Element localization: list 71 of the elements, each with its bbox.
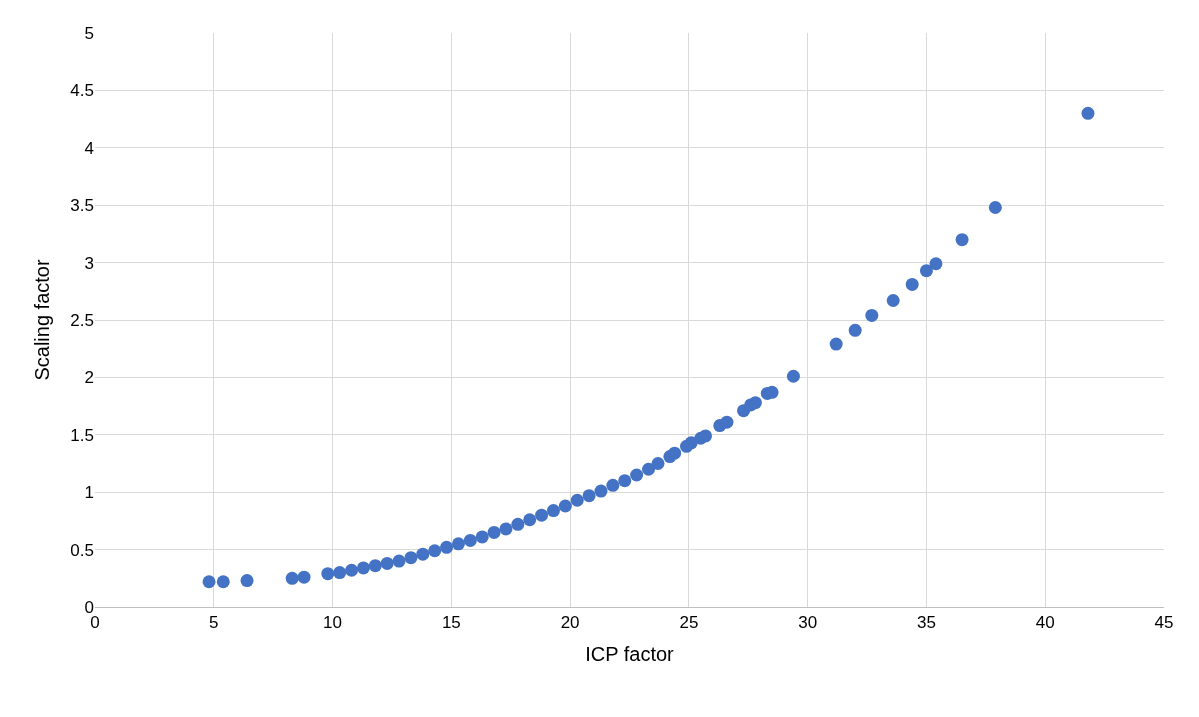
point — [618, 474, 632, 488]
point — [440, 540, 454, 554]
y-tick-label: 1 — [84, 483, 94, 503]
point — [487, 525, 501, 539]
y-tick-label: 1.5 — [70, 425, 94, 445]
point — [886, 293, 900, 307]
y-tick-label: 2 — [84, 368, 94, 388]
point — [285, 571, 299, 585]
point — [668, 446, 682, 460]
point — [582, 489, 596, 503]
point — [392, 554, 406, 568]
x-tick-label: 5 — [209, 613, 219, 633]
point — [499, 522, 513, 536]
point — [523, 513, 537, 527]
point — [345, 563, 359, 577]
x-tick-label: 25 — [679, 613, 699, 633]
point — [748, 396, 762, 410]
point — [558, 499, 572, 513]
x-tick-label: 30 — [798, 613, 818, 633]
x-tick-label: 20 — [560, 613, 580, 633]
point — [216, 575, 230, 589]
point — [848, 323, 862, 337]
y-tick-label: 3 — [84, 253, 94, 273]
point — [651, 457, 665, 470]
point — [451, 537, 465, 551]
point — [240, 574, 254, 588]
y-tick-label: 4 — [84, 138, 94, 158]
x-tick-label: 45 — [1154, 613, 1174, 633]
x-tick-label: 40 — [1035, 613, 1055, 633]
point — [570, 493, 584, 507]
point — [321, 567, 335, 581]
point — [1081, 106, 1095, 120]
x-tick-label: 35 — [916, 613, 936, 633]
x-axis-title: ICP factor — [585, 642, 675, 665]
point — [905, 277, 919, 291]
point — [606, 478, 620, 492]
x-tick-label: 10 — [323, 613, 343, 633]
point — [416, 547, 430, 561]
point — [720, 415, 734, 429]
x-tick-label: 15 — [441, 613, 461, 633]
point — [594, 484, 608, 498]
y-tick-label: 5 — [84, 23, 94, 43]
point — [919, 264, 933, 278]
point — [428, 544, 442, 558]
point — [463, 533, 477, 547]
point — [356, 561, 370, 575]
y-tick-label: 2.5 — [70, 310, 94, 330]
point — [829, 337, 843, 351]
point — [535, 508, 549, 522]
point — [865, 308, 879, 322]
point — [699, 429, 713, 443]
y-tick-label: 0 — [84, 597, 94, 617]
point — [380, 556, 394, 570]
point — [786, 369, 800, 383]
point — [333, 566, 347, 580]
point — [297, 570, 311, 584]
point — [988, 201, 1002, 214]
point — [630, 468, 644, 482]
y-tick-label: 4.5 — [70, 81, 94, 101]
point — [404, 551, 418, 565]
point — [368, 559, 382, 573]
point — [955, 233, 969, 247]
y-tick-label: 3.5 — [70, 196, 94, 216]
point — [475, 530, 489, 544]
point — [929, 257, 943, 271]
point — [642, 462, 655, 476]
y-axis-title: Scaling factor — [30, 259, 53, 381]
y-tick-label: 0.5 — [70, 540, 94, 560]
point — [511, 517, 525, 531]
point — [202, 575, 216, 589]
point — [546, 504, 560, 518]
